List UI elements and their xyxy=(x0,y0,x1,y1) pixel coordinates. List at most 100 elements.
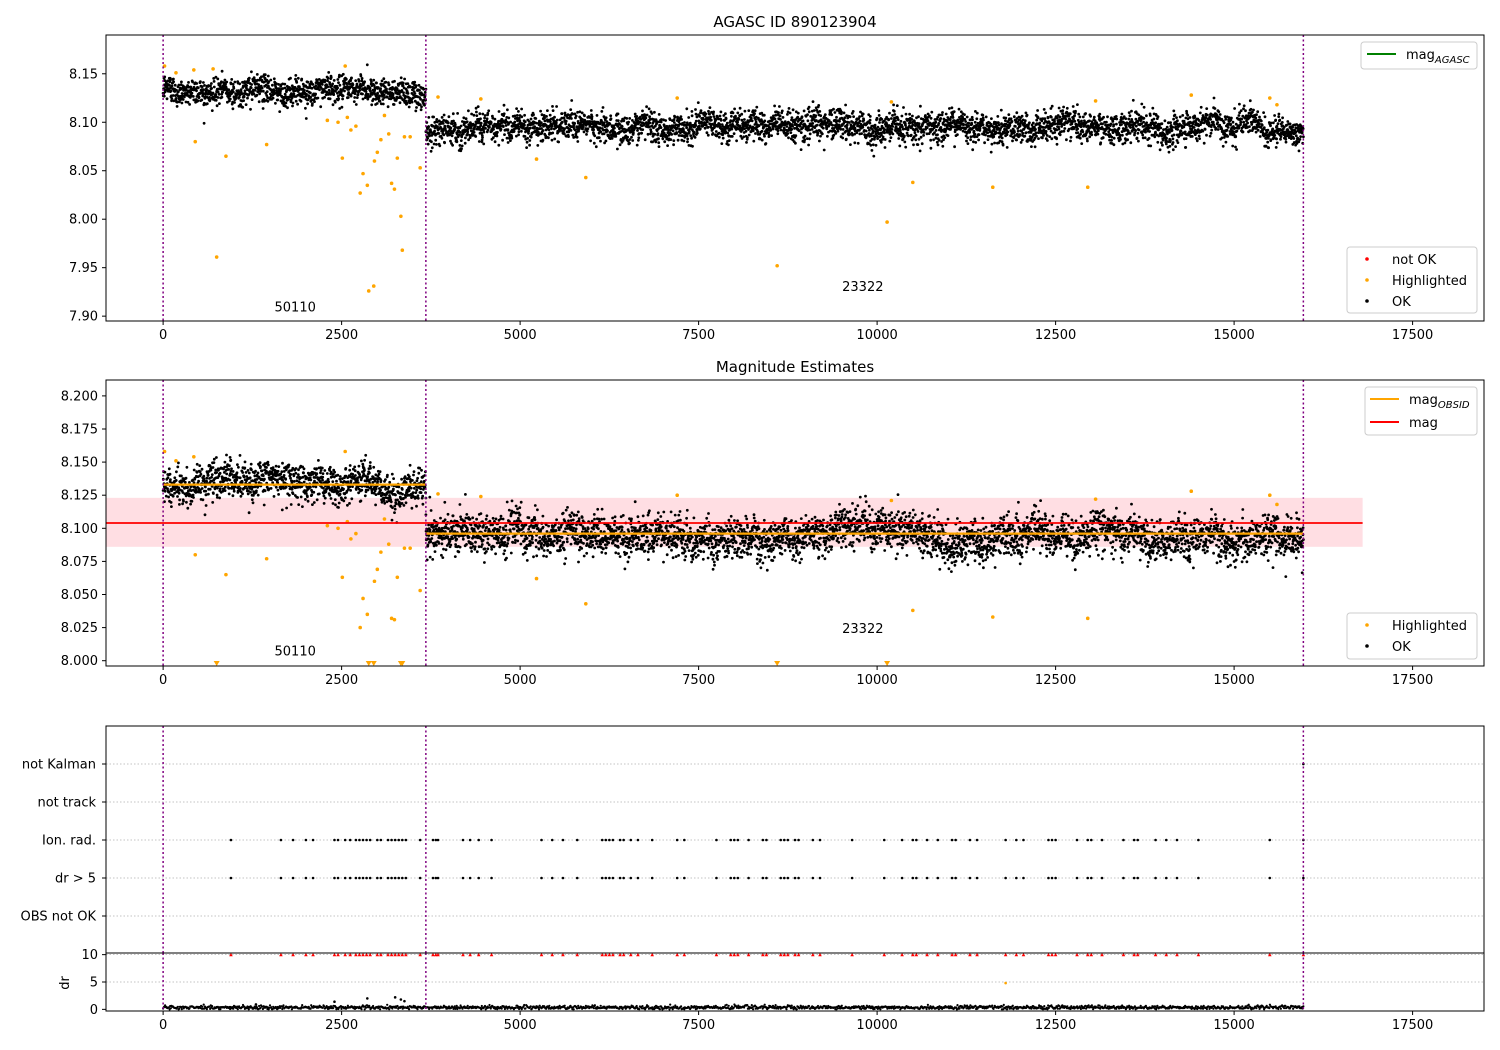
ok-point xyxy=(710,110,713,114)
ok-point xyxy=(387,81,390,84)
ok-point xyxy=(477,140,481,143)
ok-point xyxy=(571,112,574,116)
ok-point xyxy=(163,75,167,79)
ok-point xyxy=(781,116,785,119)
ok-point xyxy=(670,133,674,136)
ok-point xyxy=(370,103,374,107)
ok-point xyxy=(851,110,855,113)
ok-point xyxy=(1190,135,1194,138)
ok-point xyxy=(1065,138,1068,142)
ok-point xyxy=(787,107,791,110)
ok-point xyxy=(472,113,476,117)
ok-point xyxy=(637,132,641,135)
ok-point xyxy=(258,92,261,96)
ok-point xyxy=(1201,129,1205,133)
ok-point xyxy=(375,102,379,105)
ok-point xyxy=(937,138,941,142)
ok-point xyxy=(929,146,933,150)
ok-point xyxy=(704,123,708,127)
ok-point xyxy=(170,97,174,100)
ok-point xyxy=(657,145,661,149)
ok-point xyxy=(1134,124,1138,128)
ok-point xyxy=(575,125,579,128)
ok-point xyxy=(408,85,412,89)
ok-point xyxy=(1090,133,1094,137)
ok-point xyxy=(874,143,878,147)
ok-point xyxy=(628,141,631,145)
ok-point xyxy=(970,115,974,119)
ok-point xyxy=(1123,141,1127,145)
ok-point xyxy=(691,144,694,148)
ok-point xyxy=(727,143,730,147)
ok-point xyxy=(497,143,501,147)
ok-point xyxy=(458,126,462,130)
ok-point xyxy=(1120,123,1123,126)
ok-point xyxy=(743,118,746,121)
ok-point xyxy=(220,95,224,99)
ok-point xyxy=(208,96,211,99)
ok-point xyxy=(1233,107,1236,110)
ok-point xyxy=(616,125,620,128)
ok-point xyxy=(902,106,905,109)
ok-point xyxy=(1046,139,1049,142)
ok-point xyxy=(309,95,312,99)
ok-point xyxy=(483,114,487,117)
ok-point xyxy=(1224,117,1228,121)
ok-point xyxy=(1154,130,1157,134)
ok-point xyxy=(1238,102,1241,106)
ok-point xyxy=(690,110,694,113)
ok-point xyxy=(413,92,417,95)
ok-point xyxy=(965,139,968,143)
ok-point xyxy=(569,108,573,111)
ok-point xyxy=(601,106,605,109)
ok-point xyxy=(1272,121,1275,125)
ok-point xyxy=(465,120,469,124)
ok-point xyxy=(420,105,423,109)
ok-point xyxy=(379,87,382,90)
ok-point xyxy=(310,86,314,90)
ok-point xyxy=(1048,127,1052,130)
ok-point xyxy=(1226,135,1230,138)
ok-point xyxy=(1010,120,1014,123)
ok-point xyxy=(439,127,443,130)
ok-point xyxy=(517,127,521,131)
ok-point xyxy=(201,92,205,95)
ok-point xyxy=(509,139,512,143)
ok-point xyxy=(1212,96,1216,100)
ok-point xyxy=(1129,141,1133,145)
ok-point xyxy=(1102,115,1105,119)
ok-point xyxy=(648,125,651,129)
ok-point xyxy=(1260,123,1264,127)
ok-point xyxy=(1043,117,1047,121)
ok-point xyxy=(609,117,613,121)
ok-point xyxy=(281,82,285,86)
ok-point xyxy=(245,84,249,87)
ok-point xyxy=(326,76,330,80)
ok-point xyxy=(1147,137,1151,140)
ok-point xyxy=(1165,125,1169,129)
ok-point xyxy=(1209,131,1213,135)
ok-point xyxy=(1145,121,1148,125)
ok-point xyxy=(1160,141,1163,145)
ok-point xyxy=(180,80,183,84)
ok-point xyxy=(585,129,589,133)
ok-point xyxy=(602,128,605,132)
ok-point xyxy=(168,79,172,82)
ok-point xyxy=(1014,125,1017,128)
ok-point xyxy=(1176,119,1179,123)
ok-point xyxy=(177,90,180,93)
ok-point xyxy=(212,85,216,89)
ok-point xyxy=(796,111,800,115)
ok-point xyxy=(1280,121,1284,124)
ok-point xyxy=(428,134,431,138)
ok-point xyxy=(563,111,567,115)
ok-point xyxy=(1181,114,1185,117)
ok-point xyxy=(697,119,701,123)
ok-point xyxy=(887,118,891,121)
ok-point xyxy=(549,120,552,124)
ok-point xyxy=(1057,106,1061,110)
ok-point xyxy=(1229,122,1233,126)
ok-point xyxy=(460,144,464,148)
ok-point xyxy=(626,135,629,139)
ok-point xyxy=(527,129,531,133)
